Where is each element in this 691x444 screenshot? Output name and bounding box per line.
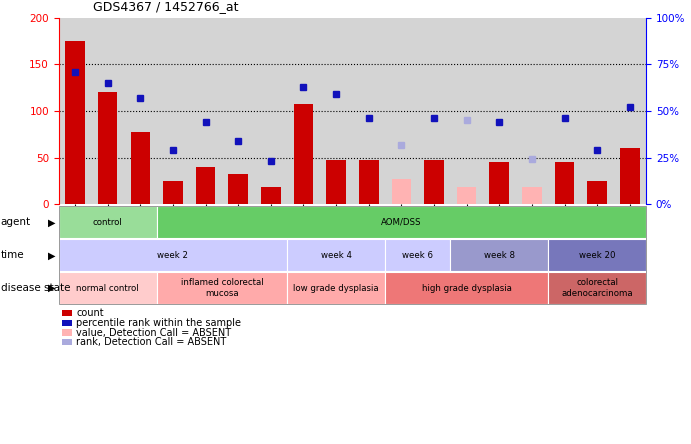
Bar — [261, 187, 281, 204]
Bar — [359, 160, 379, 204]
Bar — [555, 162, 574, 204]
Text: ▶: ▶ — [48, 283, 55, 293]
Text: week 2: week 2 — [158, 251, 189, 260]
Text: inflamed colorectal
mucosa: inflamed colorectal mucosa — [180, 278, 263, 298]
Text: week 20: week 20 — [579, 251, 616, 260]
Text: rank, Detection Call = ABSENT: rank, Detection Call = ABSENT — [76, 337, 226, 347]
Text: colorectal
adenocarcinoma: colorectal adenocarcinoma — [561, 278, 633, 298]
Text: high grade dysplasia: high grade dysplasia — [422, 284, 511, 293]
Text: disease state: disease state — [1, 283, 70, 293]
Bar — [229, 174, 248, 204]
Bar — [424, 160, 444, 204]
Bar — [326, 160, 346, 204]
Text: percentile rank within the sample: percentile rank within the sample — [76, 318, 241, 328]
Text: AOM/DSS: AOM/DSS — [381, 218, 422, 227]
Bar — [457, 187, 476, 204]
Text: agent: agent — [1, 218, 31, 227]
Bar — [392, 179, 411, 204]
Text: week 4: week 4 — [321, 251, 352, 260]
Bar — [522, 187, 542, 204]
Text: normal control: normal control — [77, 284, 139, 293]
Bar — [98, 92, 117, 204]
Text: time: time — [1, 250, 24, 260]
Text: week 6: week 6 — [402, 251, 433, 260]
Text: control: control — [93, 218, 122, 227]
Bar — [620, 148, 640, 204]
Text: count: count — [76, 308, 104, 318]
Bar — [65, 41, 85, 204]
Bar — [489, 162, 509, 204]
Text: GDS4367 / 1452766_at: GDS4367 / 1452766_at — [93, 0, 239, 13]
Bar — [196, 167, 216, 204]
Text: ▶: ▶ — [48, 250, 55, 260]
Text: low grade dysplasia: low grade dysplasia — [293, 284, 379, 293]
Bar — [163, 181, 182, 204]
Bar — [294, 103, 313, 204]
Text: week 8: week 8 — [484, 251, 515, 260]
Text: ▶: ▶ — [48, 218, 55, 227]
Bar — [587, 181, 607, 204]
Bar — [131, 132, 150, 204]
Text: value, Detection Call = ABSENT: value, Detection Call = ABSENT — [76, 328, 231, 337]
